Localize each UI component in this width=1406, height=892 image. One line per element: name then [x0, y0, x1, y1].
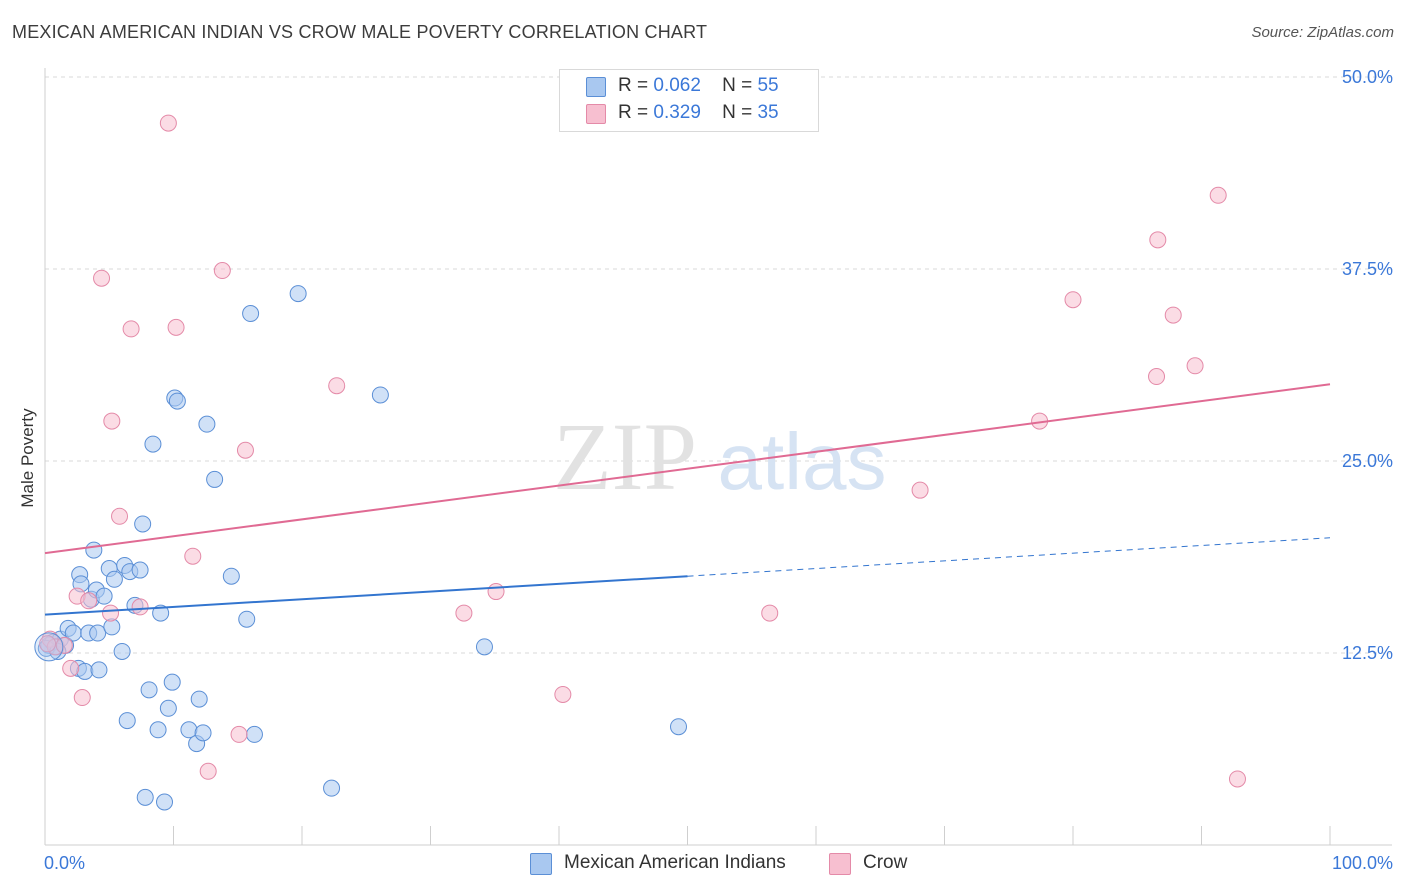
data-point-crow	[1186, 357, 1204, 375]
legend-r-value: 0.062	[653, 75, 701, 96]
data-point-crow	[554, 685, 572, 703]
data-point-mexican-american-indians	[159, 699, 177, 717]
data-point-crow	[1064, 291, 1082, 309]
bottom-legend-swatch-blue	[530, 853, 552, 875]
legend-r-label: R =	[618, 102, 649, 123]
legend-n-value: 35	[757, 102, 779, 123]
data-point-cluster	[34, 632, 64, 662]
data-point-crow	[62, 659, 80, 677]
stats-legend: R = 0.062 N = 55 R = 0.329 N = 35	[559, 69, 819, 132]
data-point-crow	[111, 507, 129, 525]
data-point-mexican-american-indians	[134, 515, 152, 533]
data-point-mexican-american-indians	[242, 305, 260, 323]
data-point-mexican-american-indians	[190, 690, 208, 708]
data-point-mexican-american-indians	[105, 570, 123, 588]
data-point-crow	[93, 269, 111, 287]
data-point-mexican-american-indians	[156, 793, 174, 811]
data-point-crow	[73, 689, 91, 707]
bottom-legend-swatch-pink	[829, 853, 851, 875]
data-point-mexican-american-indians	[168, 392, 186, 410]
data-point-mexican-american-indians	[670, 718, 688, 736]
axes-layer	[44, 68, 1392, 846]
y-tick-label: 50.0%	[1342, 67, 1393, 87]
x-tick-label-min: 0.0%	[44, 853, 85, 873]
data-point-mexican-american-indians	[475, 638, 493, 656]
data-point-mexican-american-indians	[95, 587, 113, 605]
data-point-crow	[911, 481, 929, 499]
y-tick-label: 12.5%	[1342, 643, 1393, 663]
data-point-mexican-american-indians	[371, 386, 389, 404]
y-tick-label: 37.5%	[1342, 259, 1393, 279]
legend-n-value: 55	[757, 75, 779, 96]
data-point-crow	[39, 635, 57, 653]
data-point-crow	[236, 441, 254, 459]
data-point-crow	[213, 262, 231, 280]
data-point-crow	[328, 377, 346, 395]
data-point-mexican-american-indians	[149, 721, 167, 739]
data-point-crow	[167, 318, 185, 336]
data-point-crow	[1148, 368, 1166, 386]
data-point-crow	[184, 547, 202, 565]
data-point-mexican-american-indians	[118, 712, 136, 730]
data-point-mexican-american-indians	[131, 561, 149, 579]
data-point-mexican-american-indians	[238, 610, 256, 628]
y-tick-label: 25.0%	[1342, 451, 1393, 471]
data-point-crow	[1209, 186, 1227, 204]
data-point-crow	[761, 604, 779, 622]
legend-n-label: N =	[722, 102, 753, 123]
bottom-legend-label: Crow	[863, 852, 908, 873]
trend-line-crow	[44, 383, 1331, 555]
watermark-zip: ZIP	[553, 403, 697, 510]
watermark: ZIP atlas	[553, 403, 886, 510]
legend-r-label: R =	[618, 75, 649, 96]
y-axis-label: Male Poverty	[18, 408, 37, 508]
data-point-mexican-american-indians	[113, 642, 131, 660]
chart-title: MEXICAN AMERICAN INDIAN VS CROW MALE POV…	[12, 22, 708, 42]
data-point-crow	[55, 636, 73, 654]
data-point-crow	[103, 412, 121, 430]
legend-r-value: 0.329	[653, 102, 701, 123]
data-point-mexican-american-indians	[76, 662, 94, 680]
data-point-crow	[230, 725, 248, 743]
data-point-mexican-american-indians	[198, 415, 216, 433]
legend-n-label: N =	[722, 75, 753, 96]
data-point-mexican-american-indians	[89, 624, 107, 642]
grid-layer	[45, 76, 1392, 654]
data-point-crow	[122, 320, 140, 338]
legend-swatch-blue	[586, 77, 606, 97]
data-point-mexican-american-indians	[206, 470, 224, 488]
data-point-crow	[131, 598, 149, 616]
data-point-mexican-american-indians	[323, 779, 341, 797]
x-tick-label-max: 100.0%	[1332, 853, 1393, 873]
legend-swatch-pink	[586, 104, 606, 124]
data-point-crow	[455, 604, 473, 622]
data-point-crow	[199, 762, 217, 780]
data-point-mexican-american-indians	[289, 285, 307, 303]
data-point-mexican-american-indians	[90, 661, 108, 679]
source-label: Source: ZipAtlas.com	[1251, 24, 1394, 41]
trend-line-mexican-american-indians	[44, 575, 688, 616]
data-point-crow	[487, 583, 505, 601]
data-point-crow	[1149, 231, 1167, 249]
data-point-mexican-american-indians	[245, 725, 263, 743]
data-point-mexican-american-indians	[152, 604, 170, 622]
trend-line-extension	[687, 537, 1331, 577]
data-point-mexican-american-indians	[144, 435, 162, 453]
data-point-crow	[1164, 306, 1182, 324]
data-point-mexican-american-indians	[85, 541, 103, 559]
data-point-crow	[102, 604, 120, 622]
data-point-crow	[159, 114, 177, 132]
data-point-mexican-american-indians	[194, 724, 212, 742]
trend-layer	[44, 383, 1331, 616]
data-point-crow	[1228, 770, 1246, 788]
labels-layer: 12.5% 25.0% 37.5% 50.0% 0.0% 100.0%	[44, 67, 1393, 873]
points-layer	[34, 114, 1246, 811]
bottom-legend-label: Mexican American Indians	[564, 852, 786, 873]
data-point-mexican-american-indians	[136, 788, 154, 806]
data-point-crow	[80, 592, 98, 610]
data-point-mexican-american-indians	[163, 673, 181, 691]
data-point-mexican-american-indians	[140, 681, 158, 699]
data-point-mexican-american-indians	[222, 567, 240, 585]
